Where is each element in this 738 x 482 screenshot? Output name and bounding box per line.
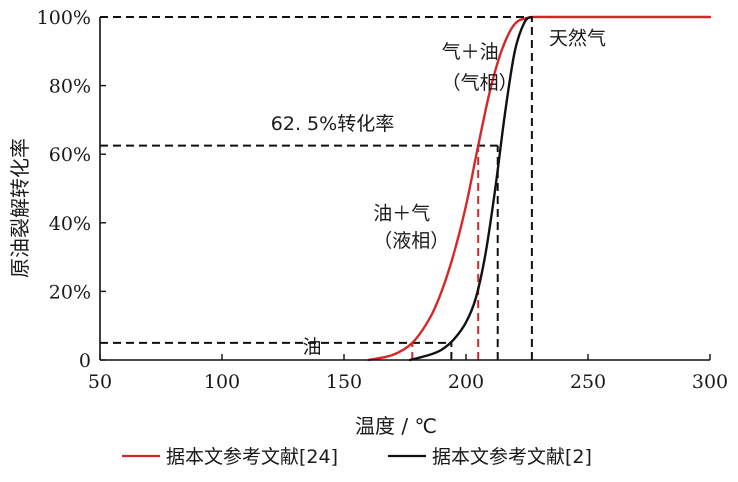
series-line-0 <box>367 15 712 362</box>
y-tick-label: 100% <box>37 7 91 29</box>
annotation-1: （气相） <box>442 72 518 94</box>
legend-label-ref24: 据本文参考文献[24] <box>166 446 338 468</box>
reference-lines <box>100 16 533 360</box>
x-tick-label: 250 <box>570 371 606 393</box>
x-tick-label: 100 <box>204 371 240 393</box>
annotation-2: 62. 5%转化率 <box>271 113 394 135</box>
annotation-4: （液相） <box>373 230 449 252</box>
x-tick-label: 150 <box>326 371 362 393</box>
annotation-0: 气＋油 <box>442 41 499 63</box>
x-axis-title: 温度 / ℃ <box>355 414 437 438</box>
legend-label-ref2: 据本文参考文献[2] <box>432 446 592 468</box>
axes <box>99 17 710 361</box>
y-tick-label: 60% <box>49 144 91 166</box>
x-ticks: 50 100 150 200 250 300 <box>88 354 728 393</box>
y-tick-label: 0 <box>79 350 91 372</box>
series-lines <box>367 15 712 362</box>
x-tick-label: 300 <box>692 371 728 393</box>
y-tick-label: 40% <box>49 213 91 235</box>
series-line-1 <box>408 15 534 362</box>
annotation-6: 天然气 <box>549 27 606 49</box>
x-tick-label: 200 <box>448 371 484 393</box>
y-ticks: 0 20% 40% 60% 80% 100% <box>37 7 106 372</box>
annotation-3: 油＋气 <box>373 202 430 224</box>
x-tick-label: 50 <box>88 371 112 393</box>
y-tick-label: 20% <box>49 281 91 303</box>
legend: 据本文参考文献[24] 据本文参考文献[2] <box>122 446 592 468</box>
annotation-5: 油 <box>303 336 322 358</box>
y-axis-title: 原油裂解转化率 <box>8 138 32 278</box>
y-tick-label: 80% <box>49 76 91 98</box>
